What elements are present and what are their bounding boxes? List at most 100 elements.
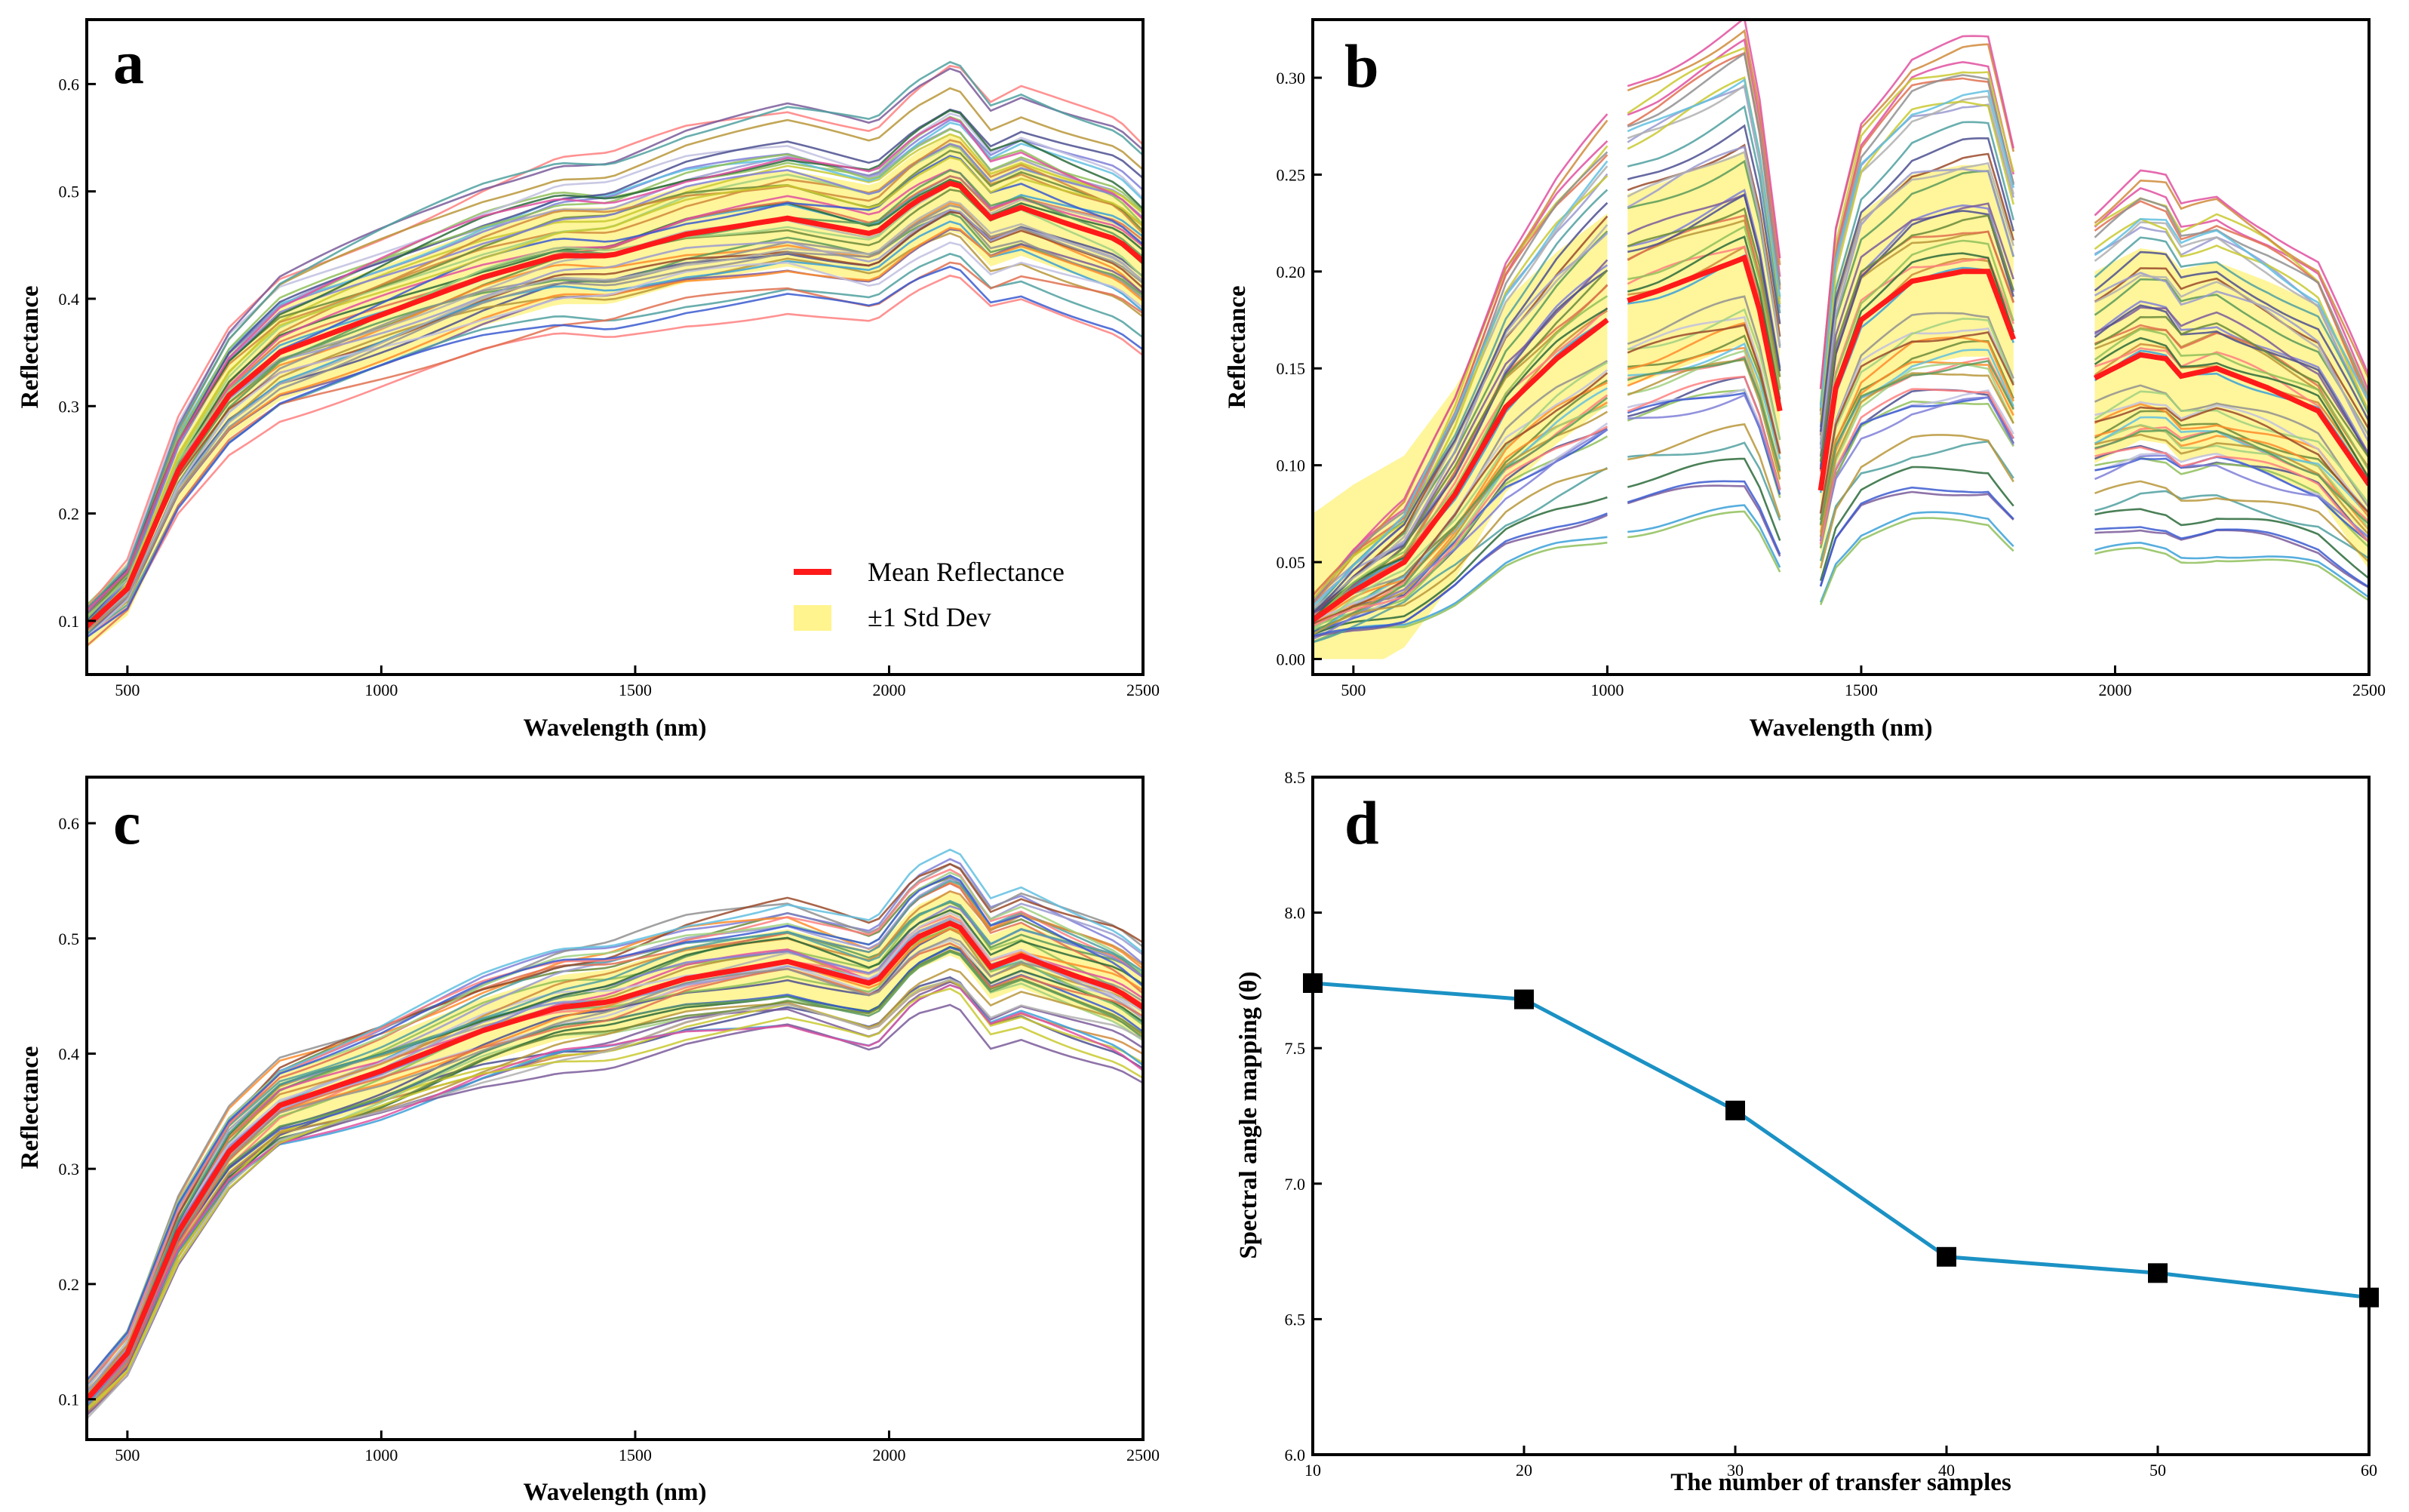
sample-spectrum-line bbox=[2094, 480, 2369, 564]
sample-spectrum-line bbox=[87, 862, 1143, 1399]
panel-b-letter: b bbox=[1344, 32, 1379, 100]
panel-b-ylabel: Reflectance bbox=[1224, 285, 1251, 408]
sample-spectrum-line bbox=[1819, 388, 2014, 545]
sam-data-point bbox=[1937, 1246, 1956, 1267]
mean-reflectance-line bbox=[1313, 318, 1609, 622]
sam-data-point bbox=[1725, 1100, 1745, 1120]
panel-c-frame bbox=[85, 776, 1145, 1441]
panel-c-ytick-label: 0.5 bbox=[59, 930, 80, 948]
sample-spectrum-line bbox=[1627, 207, 1781, 377]
panel-d: 10 20 30 40 50 60 6.0 6.5 7.0 7.5 8.0 8.5 d The num… bbox=[1235, 768, 2379, 1496]
sample-spectrum-line bbox=[2094, 508, 2369, 579]
panel-d-ytick-label: 7.0 bbox=[1285, 1175, 1306, 1194]
sample-spectrum-line bbox=[2094, 272, 2369, 444]
sample-spectrum-line bbox=[2094, 278, 2369, 437]
sample-spectrum-line bbox=[1819, 210, 2015, 470]
sample-spectrum-line bbox=[87, 890, 1143, 1397]
sample-spectrum-line bbox=[1627, 105, 1781, 314]
sample-spectrum-line bbox=[2094, 337, 2369, 480]
panel-b-ytick-label: 0.30 bbox=[1277, 69, 1306, 88]
sample-spectrum-line bbox=[1627, 357, 1781, 472]
sample-spectrum-line bbox=[1313, 467, 1608, 644]
sample-spectrum-line bbox=[2094, 390, 2369, 505]
sample-spectrum-line bbox=[2094, 315, 2369, 459]
panel-b-xtick-label: 500 bbox=[1341, 681, 1366, 699]
sample-spectrum-line bbox=[87, 266, 1143, 638]
sample-spectrum-line bbox=[1819, 71, 2015, 404]
sample-spectrum-line bbox=[2094, 546, 2369, 602]
sample-spectrum-line bbox=[2094, 456, 2369, 543]
sample-spectrum-line bbox=[1313, 397, 1609, 632]
sample-spectrum-line bbox=[87, 951, 1143, 1400]
sample-spectrum-line bbox=[1627, 510, 1781, 573]
sample-spectrum-line bbox=[87, 984, 1143, 1403]
sample-spectrum-line bbox=[87, 927, 1143, 1402]
panel-c-ytick-label: 0.6 bbox=[59, 814, 80, 833]
sample-spectrum-line bbox=[87, 241, 1143, 638]
sample-spectrum-line bbox=[1819, 360, 2014, 526]
sample-spectrum-line bbox=[2094, 304, 2369, 459]
panel-a-ytick-label: 0.1 bbox=[59, 612, 80, 631]
sample-spectrum-line bbox=[1627, 423, 1781, 518]
panel-a-xlabel: Wavelength (nm) bbox=[524, 715, 707, 742]
mean-reflectance-line bbox=[1627, 254, 1783, 412]
panel-d-xtick-label: 20 bbox=[1516, 1461, 1532, 1480]
panel-a-spectra bbox=[87, 60, 1143, 648]
panel-b: 500 1000 1500 2000 2500 0.00 0.05 0.10 0.15 0.20 0… bbox=[1224, 18, 2386, 742]
sample-spectrum-line bbox=[1627, 20, 1781, 259]
sample-spectrum-line bbox=[1313, 151, 1609, 604]
panel-a-frame bbox=[85, 18, 1145, 676]
sample-spectrum-line bbox=[1819, 318, 2015, 514]
panel-b-ytick-label: 0.20 bbox=[1277, 263, 1306, 281]
sample-spectrum-line bbox=[1627, 441, 1781, 521]
sample-spectrum-line bbox=[1627, 316, 1781, 451]
sample-spectrum-line bbox=[87, 274, 1143, 638]
sample-spectrum-line bbox=[1313, 512, 1608, 638]
sample-spectrum-line bbox=[1313, 318, 1609, 625]
panel-b-ytick-label: 0.05 bbox=[1277, 553, 1306, 572]
sample-spectrum-line bbox=[1627, 150, 1781, 346]
panel-a-xtick-label: 2000 bbox=[872, 681, 905, 699]
sample-spectrum-line bbox=[87, 936, 1143, 1410]
sample-spectrum-line bbox=[1819, 77, 2015, 411]
sample-spectrum-line bbox=[1819, 89, 2015, 408]
panel-d-xtick-label: 10 bbox=[1304, 1461, 1321, 1480]
sample-spectrum-line bbox=[1819, 434, 2014, 569]
sample-spectrum-line bbox=[87, 261, 1143, 647]
sample-spectrum-line bbox=[1627, 358, 1781, 480]
sample-spectrum-line bbox=[87, 143, 1143, 624]
sample-spectrum-line bbox=[2094, 324, 2369, 470]
panel-b-xtick-label: 1500 bbox=[1845, 681, 1878, 699]
sample-spectrum-line bbox=[1313, 410, 1609, 625]
sample-spectrum-line bbox=[1627, 189, 1781, 368]
sample-spectrum-line bbox=[87, 108, 1143, 623]
panel-b-xtick-label: 1000 bbox=[1590, 681, 1624, 699]
sample-spectrum-line bbox=[1313, 295, 1609, 622]
panel-a-ytick-label: 0.3 bbox=[59, 397, 80, 416]
sample-spectrum-line bbox=[1819, 396, 2014, 545]
sample-spectrum-line bbox=[1819, 35, 2015, 389]
sample-spectrum-line bbox=[87, 175, 1143, 633]
sample-spectrum-line bbox=[2094, 306, 2369, 455]
sample-spectrum-line bbox=[1313, 467, 1608, 635]
sample-spectrum-line bbox=[1819, 202, 2015, 457]
sample-spectrum-line bbox=[2094, 416, 2369, 518]
sample-spectrum-line bbox=[2094, 410, 2369, 514]
sample-spectrum-line bbox=[1313, 496, 1608, 636]
panel-d-series bbox=[1303, 973, 2379, 1308]
sample-spectrum-line bbox=[87, 60, 1143, 610]
sample-spectrum-line bbox=[1313, 426, 1609, 627]
legend: Mean Reflectance ±1 Std Dev bbox=[794, 557, 1065, 632]
sample-spectrum-line bbox=[2094, 401, 2369, 514]
sample-spectrum-line bbox=[87, 871, 1143, 1383]
sample-spectrum-line bbox=[2094, 384, 2369, 509]
panel-c-xtick-label: 2500 bbox=[1126, 1446, 1160, 1464]
sample-spectrum-line bbox=[1627, 393, 1781, 491]
panel-a-xtick-label: 500 bbox=[115, 681, 140, 699]
panel-b-frame bbox=[1311, 18, 2371, 676]
sample-spectrum-line bbox=[87, 67, 1143, 615]
sample-spectrum-line bbox=[87, 967, 1143, 1410]
sample-spectrum-line bbox=[87, 911, 1143, 1389]
sample-spectrum-line bbox=[1627, 457, 1781, 541]
